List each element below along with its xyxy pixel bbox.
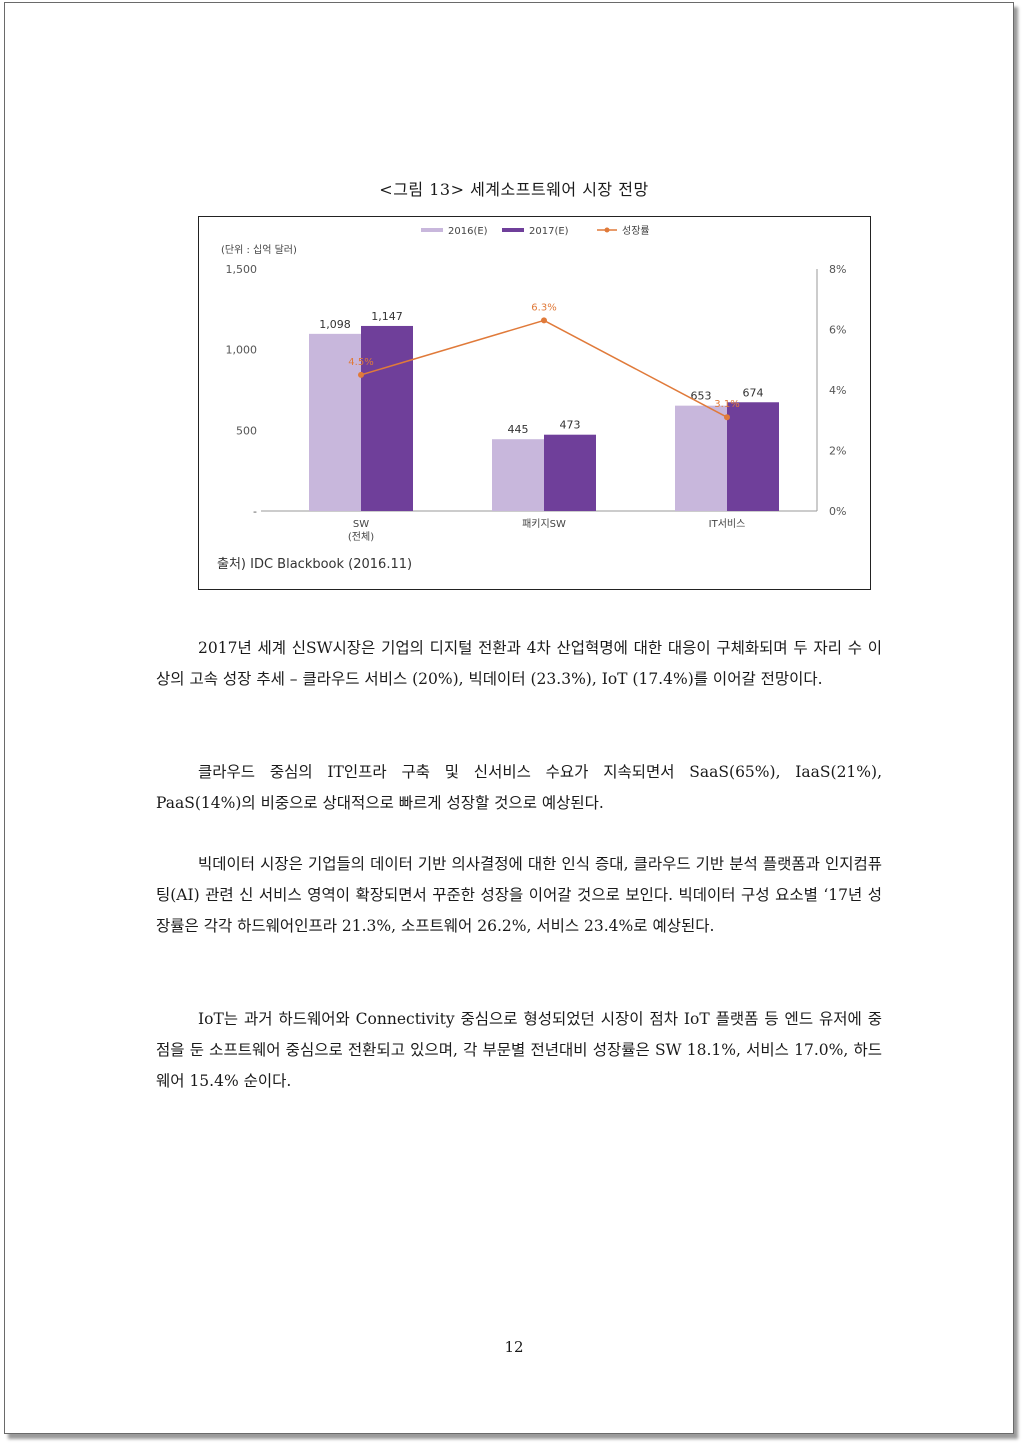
paragraph-2: 클라우드 중심의 IT인프라 구축 및 신서비스 수요가 지속되면서 SaaS(…: [156, 763, 882, 812]
category-label: SW: [353, 519, 369, 530]
figure-title: <그림 13> 세계소프트웨어 시장 전망: [379, 180, 649, 199]
y-tick-label: 1,000: [226, 344, 258, 357]
growth-label: 4.5%: [348, 357, 373, 368]
bar-2017E-0: [361, 325, 413, 511]
legend-label-growth: 성장률: [622, 225, 650, 237]
bar-value-label: 445: [508, 423, 529, 436]
legend-label-2016: 2016(E): [448, 226, 488, 237]
y-tick-label: 1,500: [226, 263, 258, 276]
y-tick-label: -: [253, 505, 257, 518]
y2-tick-label: 0%: [829, 505, 846, 518]
bar-2016E-2: [675, 405, 727, 511]
chart-svg: (단위 : 십억 달러) - 500 1,000 1,500 0% 2% 4% 6% 8% 2016…: [221, 225, 846, 543]
growth-point: [541, 317, 547, 324]
bar-2016E-0: [309, 333, 361, 511]
bar-value-label: 1,098: [319, 318, 351, 331]
category-label: 패키지SW: [522, 518, 566, 530]
y2-tick-label: 8%: [829, 263, 846, 276]
growth-point: [358, 371, 364, 378]
page-number: 12: [504, 1338, 524, 1356]
bar-2017E-1: [544, 434, 596, 511]
category-label: (전체): [348, 531, 374, 543]
y2-tick-label: 6%: [829, 324, 846, 337]
y2-tick-label: 2%: [829, 445, 846, 458]
bar-2017E-2: [727, 402, 779, 511]
unit-label: (단위 : 십억 달러): [221, 243, 297, 256]
chart-figure: (단위 : 십억 달러) - 500 1,000 1,500 0% 2% 4% 6% 8% 2016…: [198, 216, 871, 590]
paragraph-4: IoT는 과거 하드웨어와 Connectivity 중심으로 형성되었던 시장…: [156, 1010, 882, 1090]
legend-label-2017: 2017(E): [529, 226, 569, 237]
bar-2016E-1: [492, 439, 544, 511]
bar-value-label: 473: [560, 419, 581, 432]
category-label: IT서비스: [709, 518, 746, 530]
bar-value-label: 653: [691, 390, 712, 403]
y-tick-label: 500: [236, 424, 257, 437]
growth-line: [360, 319, 728, 418]
figure-source: 출처) IDC Blackbook (2016.11): [217, 557, 413, 572]
growth-label: 3.1%: [714, 399, 739, 410]
bar-value-label: 1,147: [371, 310, 403, 323]
growth-point: [724, 414, 730, 421]
growth-label: 6.3%: [531, 302, 556, 313]
bar-value-label: 674: [743, 386, 764, 399]
paragraph-3: 빅데이터 시장은 기업들의 데이터 기반 의사결정에 대한 인식 증대, 클라우…: [156, 855, 882, 935]
paragraph-1: 2017년 세계 신SW시장은 기업의 디지털 전환과 4차 산업혁명에 대한 …: [156, 639, 882, 688]
y2-tick-label: 4%: [829, 384, 846, 397]
legend-marker-growth: [604, 227, 610, 233]
